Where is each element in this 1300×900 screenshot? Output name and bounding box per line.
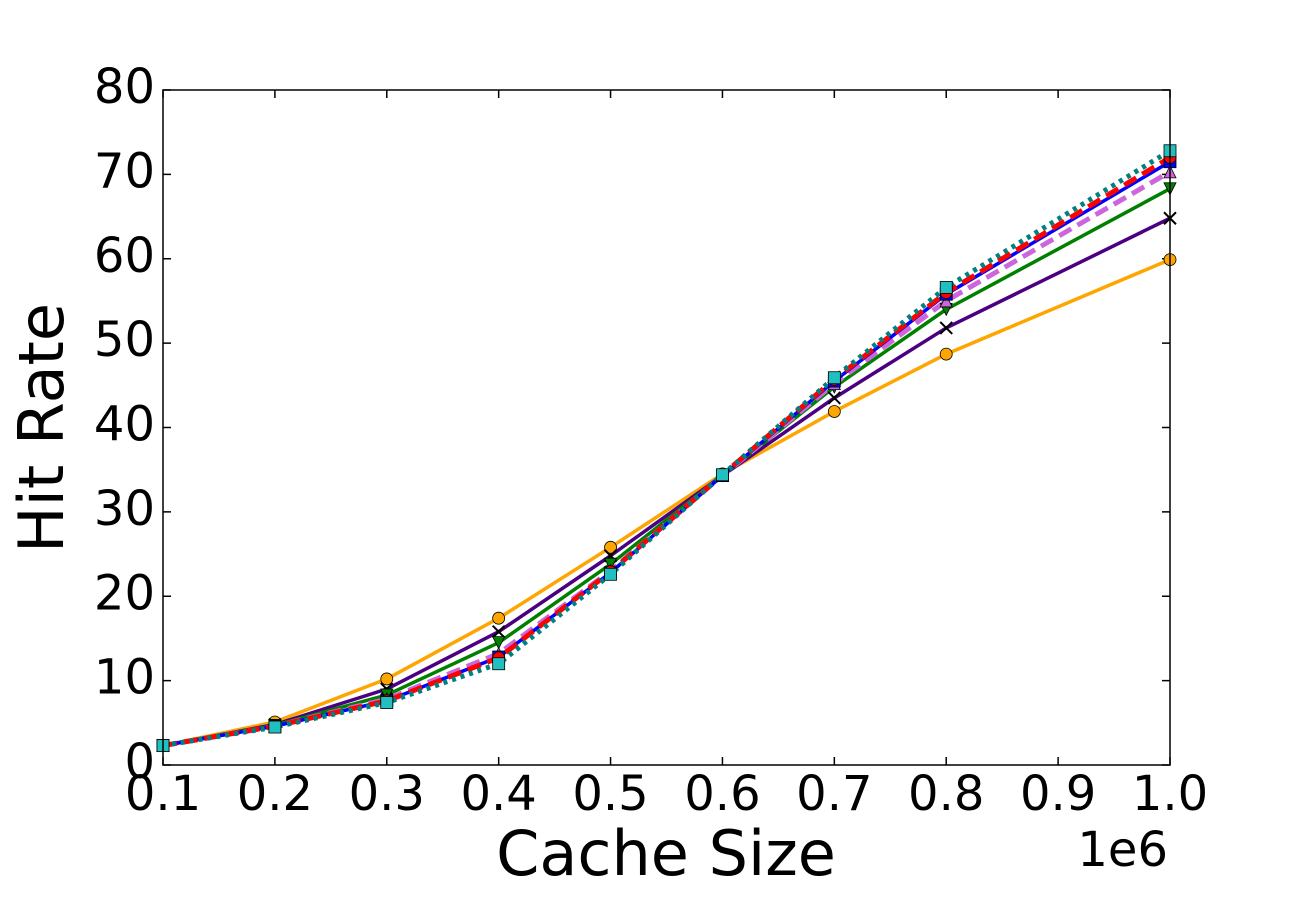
point xyxy=(827,391,842,405)
point xyxy=(380,696,394,709)
point xyxy=(380,672,394,686)
x-tick-label: 0.6 xyxy=(684,766,760,822)
point xyxy=(492,636,506,650)
y-tick-label: 70 xyxy=(94,143,155,199)
x-axis-label: Cache Size xyxy=(496,817,836,890)
y-tick-label: 60 xyxy=(94,228,155,284)
plot-frame xyxy=(162,89,1171,766)
point xyxy=(827,371,841,385)
point xyxy=(604,567,617,581)
series-line xyxy=(162,169,1172,749)
y-axis-label: Hit Rate xyxy=(5,303,78,553)
y-tick-label: 30 xyxy=(94,481,155,537)
series-line xyxy=(162,155,1172,749)
y-tick-label: 0 xyxy=(124,734,155,790)
x-tick-label: 0.2 xyxy=(237,766,313,822)
x-tick-label: 0.4 xyxy=(460,766,536,822)
point xyxy=(491,624,506,639)
point xyxy=(492,611,506,625)
y-tick-label: 50 xyxy=(94,312,155,368)
y-tick-label: 80 xyxy=(94,59,155,115)
x-tick-label: 0.7 xyxy=(796,766,872,822)
x-tick-label: 0.3 xyxy=(349,766,425,822)
point xyxy=(604,540,617,554)
point xyxy=(827,405,841,418)
x-tick-label: 0.8 xyxy=(908,766,984,822)
point xyxy=(939,347,953,361)
x-tick-label: 0.1 xyxy=(125,766,201,822)
y-tick-label: 40 xyxy=(94,397,155,453)
y-tick-label: 20 xyxy=(94,565,155,621)
point xyxy=(716,468,729,482)
point xyxy=(939,281,953,294)
point xyxy=(939,294,953,308)
series-line xyxy=(162,257,1171,748)
y-tick-label: 10 xyxy=(94,650,155,706)
series-line xyxy=(162,187,1171,748)
x-tick-label: 1.0 xyxy=(1132,766,1208,822)
series-line xyxy=(162,216,1171,748)
x-tick-label: 0.9 xyxy=(1020,766,1096,822)
point xyxy=(939,321,953,335)
point xyxy=(268,720,282,734)
x-tick-label: 0.5 xyxy=(572,766,648,822)
series-line xyxy=(162,148,1172,749)
point xyxy=(492,657,506,671)
x-offset-label: 1e6 xyxy=(1077,822,1168,878)
